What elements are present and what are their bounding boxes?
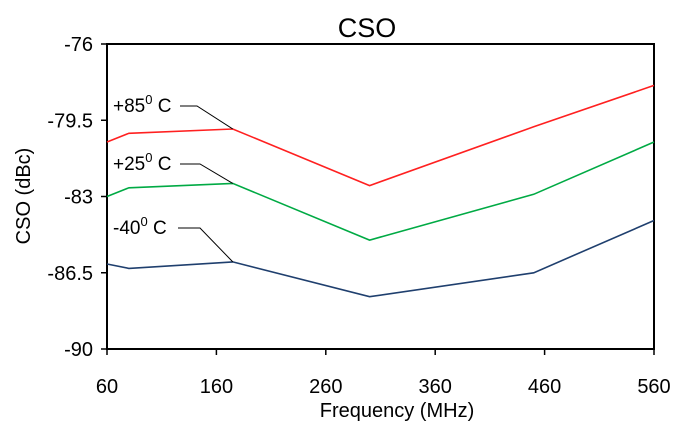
chart-title: CSO [338,13,397,43]
series-lines [106,84,655,298]
x-tick-label: 360 [419,376,452,398]
x-axis-ticks: 60 160 260 360 460 560 [96,349,671,398]
series-label-leader [180,163,234,184]
series-label-leader [178,227,234,263]
y-tick-label: -86.5 [47,263,93,285]
series-label-temp: +85 [113,96,145,117]
series-labels: +850 C+250 C-400 C [113,92,234,263]
y-tick-label: -90 [64,339,93,361]
y-tick-label: -79.5 [47,110,93,132]
series-label: +850 C [113,92,171,117]
series-line [106,84,655,187]
series-label-unit: C [152,96,171,117]
y-axis-ticks: -76 -79.5 -83 -86.5 -90 [47,34,107,361]
x-axis-label: Frequency (MHz) [320,400,474,422]
x-tick-label: 260 [309,376,342,398]
series-label-sup: 0 [140,214,147,229]
x-tick-label: 160 [200,376,233,398]
series-label-temp: +25 [113,154,145,175]
series-label-sup: 0 [145,92,152,107]
y-tick-label: -83 [64,187,93,209]
series-label: +250 C [113,150,171,175]
series-label-unit: C [148,218,167,239]
x-tick-label: 460 [528,376,561,398]
series-label-leader [180,105,234,130]
y-tick-label: -76 [64,34,93,56]
x-tick-label: 560 [637,376,670,398]
y-axis-label: CSO (dBc) [13,148,35,245]
series-line [106,141,655,241]
series-line [106,219,655,298]
series-label-sup: 0 [145,150,152,165]
series-label-unit: C [152,154,171,175]
series-label: -400 C [113,214,167,239]
x-tick-label: 60 [96,376,118,398]
plot-frame [106,43,655,350]
series-label-temp: -40 [113,218,140,239]
